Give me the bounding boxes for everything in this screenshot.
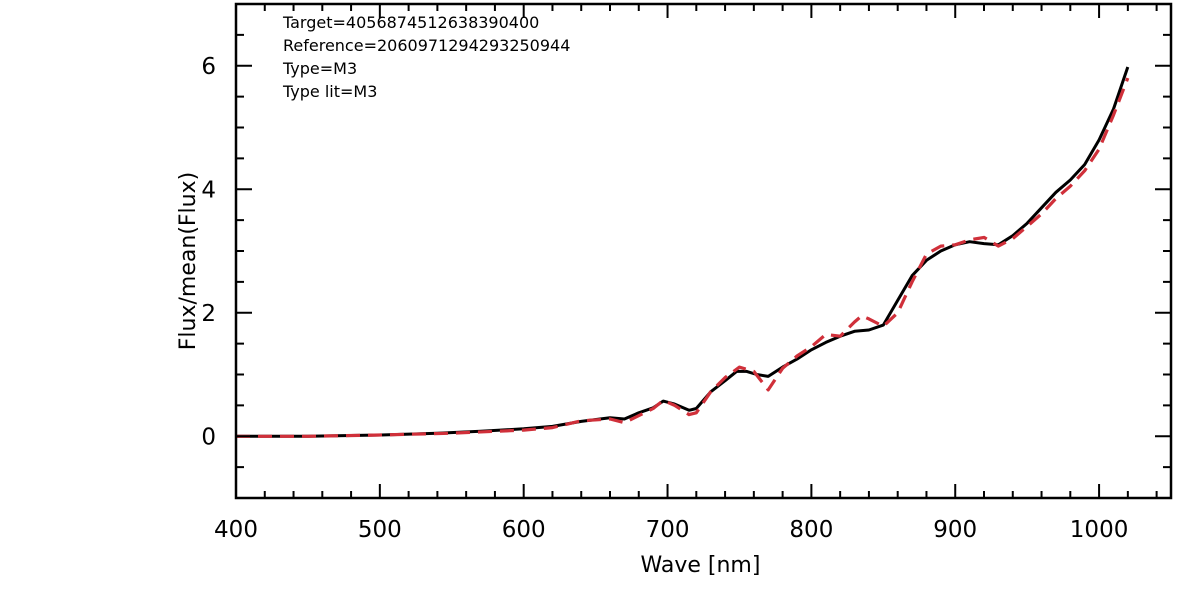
x-tick-label: 500: [358, 517, 402, 543]
ticks-layer: 400 500 600 700 800 900 1000 0 2 4 6: [201, 3, 1171, 543]
x-tick-label: 700: [646, 517, 690, 543]
series-layer: [236, 66, 1130, 438]
y-tick-label: 4: [201, 177, 216, 203]
x-tick-label: 600: [502, 517, 546, 543]
y-tick-label: 6: [201, 54, 216, 80]
series-line-dashed: [236, 77, 1130, 438]
annotation-block: Target=4056874512638390400 Reference=2060…: [282, 13, 570, 101]
series-line-solid: [236, 66, 1130, 438]
x-axis-title: Wave [nm]: [641, 553, 761, 578]
annotation-line: Target=4056874512638390400: [282, 13, 539, 32]
x-tick-label: 800: [789, 517, 833, 543]
x-tick-label: 400: [214, 517, 258, 543]
plot-frame: [234, 2, 1173, 500]
x-tick-label: 900: [933, 517, 977, 543]
annotation-line: Type=M3: [282, 59, 357, 78]
y-tick-label: 2: [201, 301, 216, 327]
x-tick-label: 1000: [1070, 517, 1129, 543]
annotation-line: Type lit=M3: [282, 82, 377, 101]
annotation-line: Reference=2060971294293250944: [283, 36, 570, 55]
y-tick-label: 0: [201, 424, 216, 450]
y-axis-title: Flux/mean(Flux): [176, 172, 201, 350]
